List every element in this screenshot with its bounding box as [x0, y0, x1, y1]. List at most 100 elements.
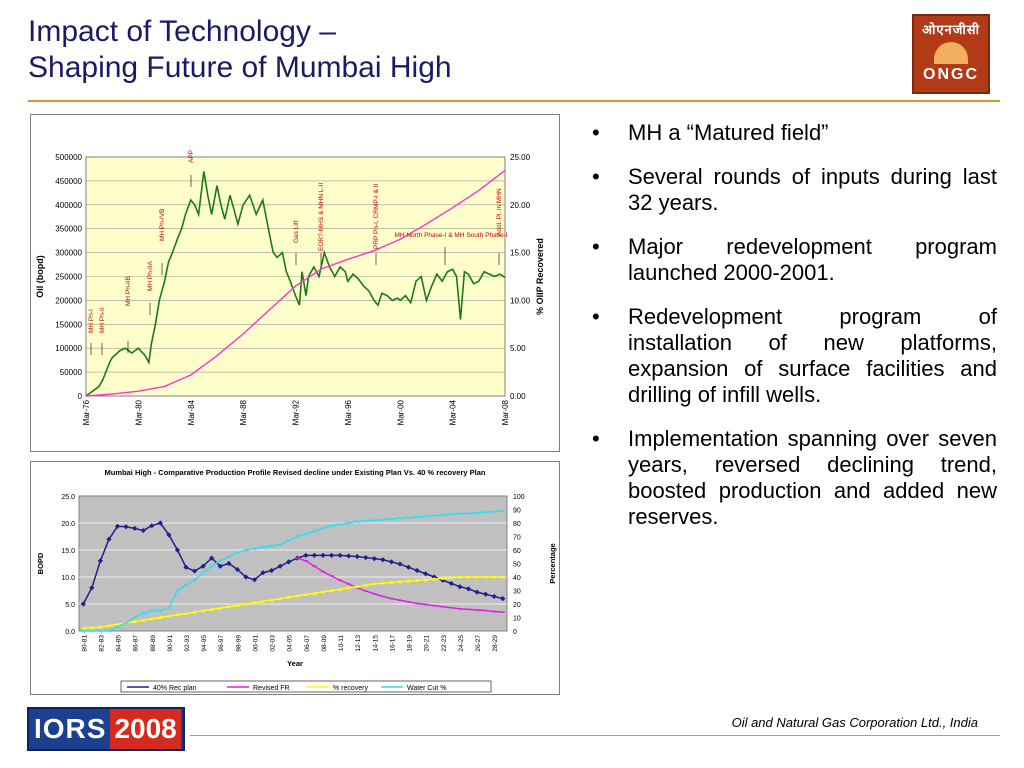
data-point — [98, 629, 103, 633]
data-point — [321, 526, 325, 531]
data-point — [192, 577, 197, 582]
data-point — [355, 584, 360, 588]
data-point — [500, 508, 505, 513]
bullet-dot-icon: • — [592, 120, 600, 145]
bullet-dot-icon: • — [592, 234, 600, 259]
data-point — [114, 523, 121, 529]
data-point — [158, 615, 163, 619]
data-point — [389, 580, 394, 584]
title-divider — [28, 100, 1000, 102]
data-point — [500, 575, 505, 579]
data-point — [475, 510, 479, 515]
data-point — [338, 587, 343, 591]
x-tick-label: 10-11 — [338, 635, 345, 652]
y2-tick-label: 80 — [513, 521, 521, 528]
x-tick-label: 92-93 — [184, 635, 191, 652]
data-point — [166, 532, 172, 538]
bullet-dot-icon: • — [592, 426, 600, 451]
data-point — [149, 616, 154, 621]
data-point — [398, 579, 402, 584]
data-point — [355, 519, 360, 524]
data-point — [295, 593, 300, 598]
data-point — [415, 514, 420, 519]
x-tick-label: 00-01 — [252, 635, 259, 652]
annotation-label: APP — [188, 150, 195, 163]
data-point — [184, 611, 188, 615]
data-point — [380, 517, 385, 522]
data-point — [449, 512, 454, 517]
data-point — [440, 576, 445, 580]
x-tick-label: Mar-84 — [187, 399, 196, 425]
data-point — [286, 595, 291, 599]
plot-area — [78, 495, 508, 632]
x-tick-label: 20-21 — [424, 635, 431, 652]
oil-production-chart: 0 50000 100000 150000 200000 250000 300000 3500… — [30, 114, 560, 452]
y-tick-label: 150000 — [55, 320, 82, 329]
data-point — [183, 564, 189, 570]
x-tick-label: 08-09 — [321, 635, 328, 652]
iors-2008-logo: IORS 2008 — [27, 707, 185, 751]
data-point — [89, 585, 95, 591]
x-tick-label: 98-99 — [235, 635, 242, 652]
data-point — [192, 610, 197, 614]
ongc-logo-mark — [934, 42, 968, 64]
data-point — [363, 519, 368, 523]
data-point — [261, 599, 266, 603]
annotation-label: Addl. Pl. in MHN — [496, 188, 503, 236]
data-point — [157, 520, 163, 526]
ongc-logo: ओएनजीसी ONGC — [912, 14, 990, 94]
footer-divider — [190, 735, 1000, 736]
x-tick-label: 26-27 — [475, 635, 482, 652]
data-point — [149, 523, 155, 529]
data-point — [175, 612, 180, 617]
data-point — [261, 545, 265, 550]
y-tick-label: 200000 — [55, 296, 82, 305]
bullet-item: • Redevelopment program of installation o… — [592, 304, 997, 408]
bullet-text: Implementation spanning over seven years… — [628, 426, 997, 529]
x-tick-label: 24-25 — [458, 635, 465, 652]
x-tick-label: 12-13 — [355, 635, 362, 652]
data-point — [191, 568, 198, 574]
x-tick-label: Mar-92 — [292, 399, 301, 425]
data-point — [466, 575, 471, 579]
annotation-label: MH Ph-IIB — [125, 276, 132, 306]
oil-production-line — [85, 171, 506, 397]
data-point — [106, 536, 112, 542]
data-point — [474, 589, 480, 595]
data-point — [492, 509, 497, 514]
data-point — [406, 515, 411, 520]
oil-production-chart-svg: 0 50000 100000 150000 200000 250000 300000 3500… — [35, 150, 545, 425]
x-tick-label: 90-91 — [167, 635, 174, 652]
bullet-text: Several rounds of inputs during last 32 … — [628, 164, 997, 215]
data-point — [500, 596, 506, 602]
data-point — [303, 592, 308, 597]
data-point — [115, 624, 120, 629]
data-point — [303, 531, 308, 536]
data-point — [201, 608, 206, 613]
data-point — [140, 527, 146, 534]
ongc-logo-english: ONGC — [923, 66, 979, 83]
data-point — [483, 510, 488, 515]
data-point — [115, 622, 120, 626]
annotation-label: MH Ph-IVB — [159, 208, 166, 241]
y-tick-label: 25.0 — [61, 494, 75, 501]
data-point — [124, 620, 129, 625]
y2-tick-label: 70 — [513, 535, 521, 542]
data-point — [200, 563, 206, 569]
data-point — [338, 522, 343, 527]
data-point — [492, 575, 497, 579]
data-point — [423, 577, 428, 582]
oiip-recovered-line — [85, 169, 506, 397]
data-point — [286, 538, 291, 543]
y2-tick-label: 10 — [513, 616, 521, 623]
data-point — [415, 578, 420, 582]
y2-tick-label: 60 — [513, 548, 521, 555]
data-point — [269, 597, 274, 602]
y2-axis-label: Percentage — [548, 543, 557, 583]
iors-logo-text: IORS — [34, 713, 107, 744]
data-point — [329, 588, 334, 592]
data-point — [217, 563, 223, 569]
y2-axis-label: % OIIP Recovered — [535, 238, 545, 315]
bullet-item: • Implementation spanning over seven year… — [592, 426, 997, 530]
bullet-item: • MH a “Matured field” — [592, 120, 997, 146]
